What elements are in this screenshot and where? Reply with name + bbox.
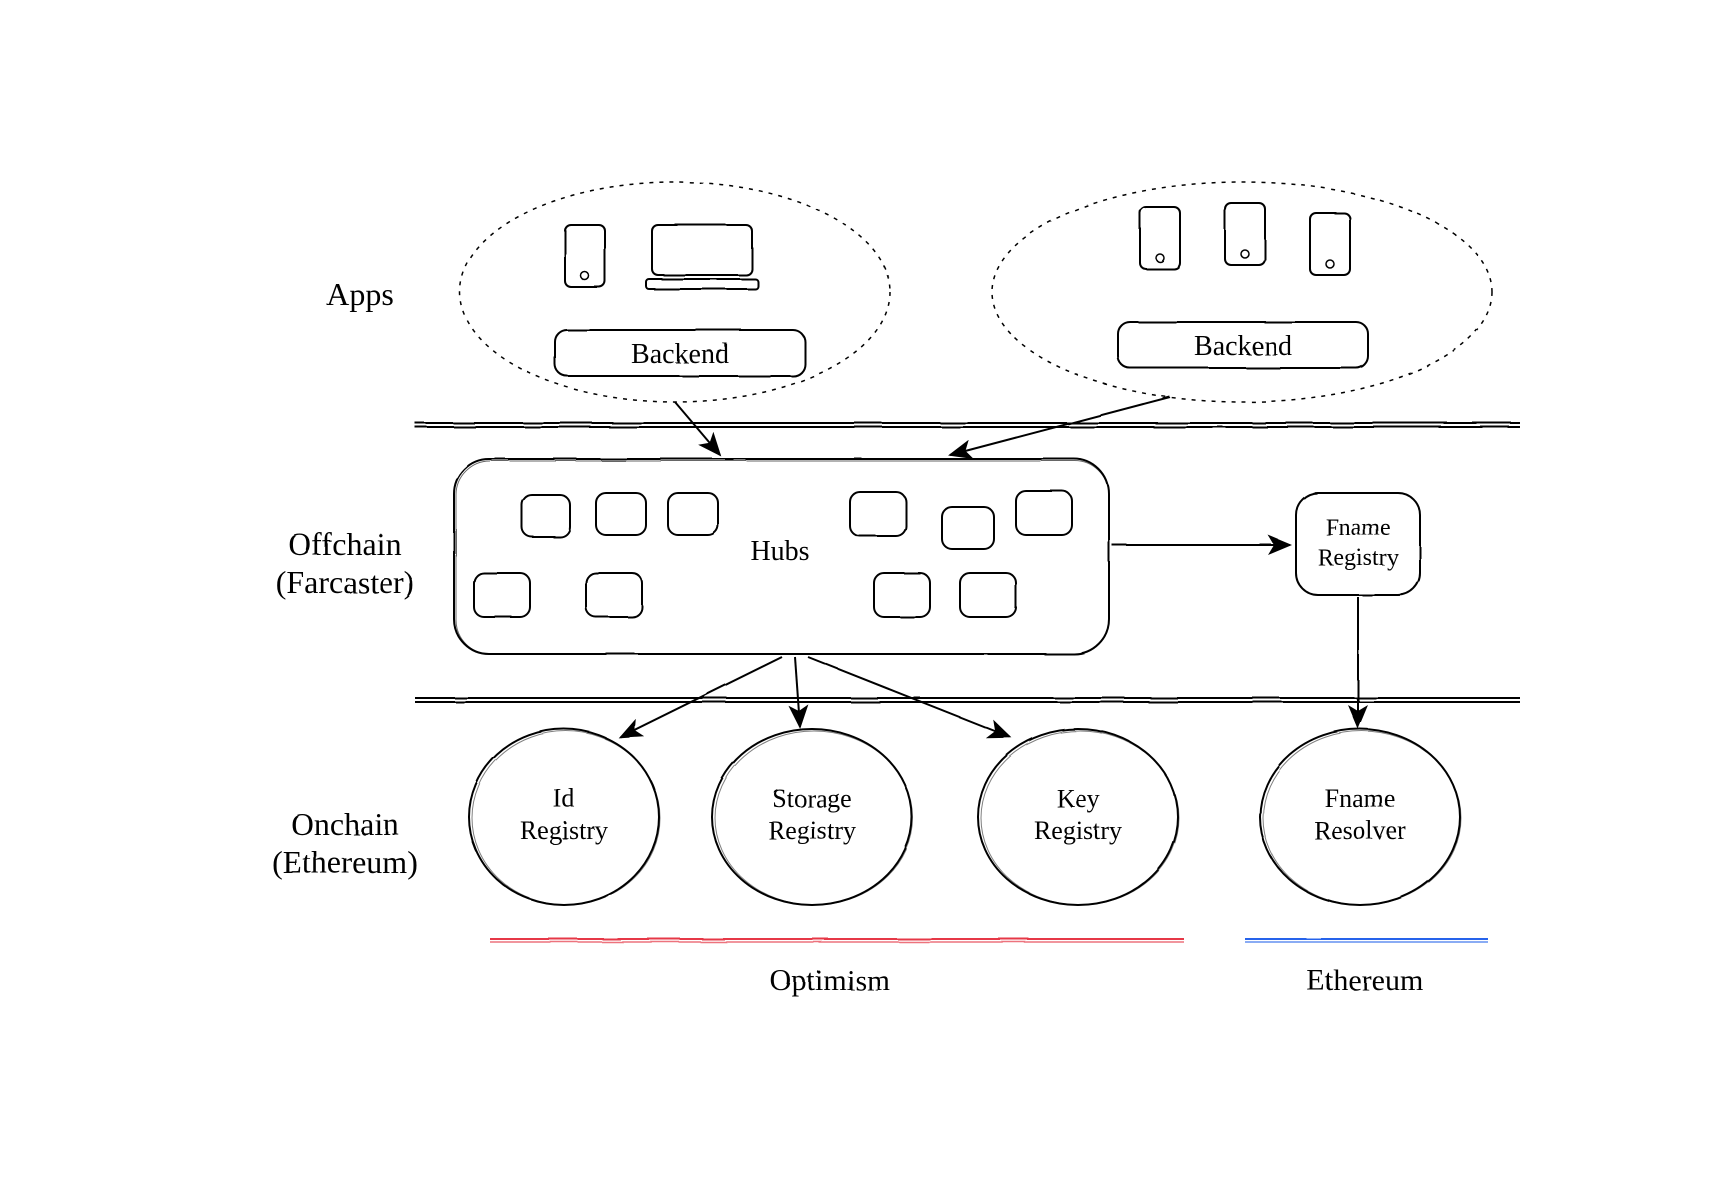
storage-registry-node: Storage Registry: [712, 729, 913, 905]
svg-text:Key: Key: [1056, 784, 1099, 813]
laptop-icon: [646, 225, 758, 289]
layer-onchain-label-1: Onchain: [291, 806, 399, 842]
ethereum-label: Ethereum: [1307, 964, 1424, 997]
svg-text:Resolver: Resolver: [1314, 816, 1407, 845]
key-registry-node: Key Registry: [978, 729, 1179, 905]
edges: [620, 397, 1358, 737]
app-cluster-2: Backend: [992, 182, 1492, 402]
chain-underlines: Optimism Ethereum: [490, 939, 1488, 997]
layer-onchain-label-2: (Ethereum): [272, 844, 418, 880]
layer-apps-label: Apps: [326, 276, 394, 312]
id-registry-node: Id Registry: [469, 729, 660, 905]
fname-resolver-node: Fname Resolver: [1260, 729, 1461, 905]
app-cluster-1: Backend: [460, 182, 890, 402]
phone-icon: [565, 225, 605, 287]
ethereum-section: Ethereum: [1245, 939, 1488, 997]
layer-offchain-label-2: (Farcaster): [276, 564, 415, 600]
optimism-section: Optimism: [490, 939, 1184, 997]
hubs-container: Hubs: [454, 459, 1109, 654]
fname-registry-label-2: Registry: [1317, 545, 1398, 571]
svg-text:Registry: Registry: [520, 816, 608, 845]
phone-icon: [1225, 203, 1265, 265]
svg-text:Fname: Fname: [1325, 784, 1396, 813]
svg-text:Id: Id: [553, 784, 575, 813]
fname-registry-label-1: Fname: [1325, 515, 1390, 541]
backend-label-1: Backend: [631, 339, 729, 370]
phone-icon: [1310, 213, 1350, 275]
optimism-label: Optimism: [770, 964, 890, 997]
backend-label-2: Backend: [1194, 331, 1292, 362]
architecture-diagram: Apps Offchain (Farcaster) Onchain (Ether…: [0, 0, 1736, 1180]
layer-offchain-label-1: Offchain: [288, 526, 401, 562]
layer-labels: Apps Offchain (Farcaster) Onchain (Ether…: [272, 276, 418, 880]
svg-text:Storage: Storage: [772, 784, 851, 813]
onchain-nodes: Id Registry Storage Registry Key Registr…: [469, 729, 1461, 905]
svg-text:Registry: Registry: [1034, 816, 1122, 845]
fname-registry-node: Fname Registry: [1296, 493, 1420, 595]
phone-icon: [1140, 207, 1180, 269]
svg-text:Registry: Registry: [768, 816, 856, 845]
hubs-label: Hubs: [750, 536, 809, 567]
